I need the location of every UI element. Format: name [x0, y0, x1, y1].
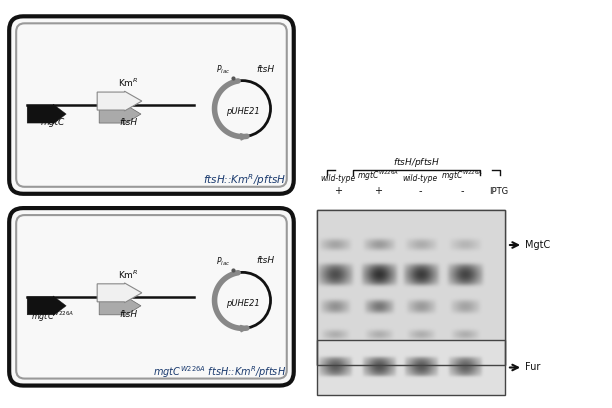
Text: Km$^R$: Km$^R$	[118, 77, 138, 89]
Text: mgtC: mgtC	[41, 118, 65, 127]
Text: +: +	[334, 186, 342, 196]
FancyBboxPatch shape	[9, 208, 294, 386]
FancyBboxPatch shape	[16, 215, 287, 379]
Text: ftsH: ftsH	[256, 256, 275, 265]
Text: P$_{lac}$: P$_{lac}$	[217, 255, 231, 268]
Text: P$_{lac}$: P$_{lac}$	[217, 63, 231, 76]
Text: ftsH: ftsH	[119, 310, 137, 319]
Text: -: -	[418, 186, 422, 196]
Text: IPTG: IPTG	[489, 187, 508, 196]
Text: -: -	[460, 186, 464, 196]
Text: wild-type: wild-type	[402, 174, 438, 183]
FancyArrow shape	[27, 104, 66, 124]
FancyBboxPatch shape	[317, 210, 505, 365]
Text: $ftsH$::Km$^R$/p$ftsH$: $ftsH$::Km$^R$/p$ftsH$	[203, 172, 286, 188]
Text: $ftsH$/p$ftsH$: $ftsH$/p$ftsH$	[393, 156, 440, 169]
Text: $mgtC^{W226A}$ $ftsH$::Km$^R$/p$ftsH$: $mgtC^{W226A}$ $ftsH$::Km$^R$/p$ftsH$	[152, 364, 286, 379]
FancyArrow shape	[97, 283, 142, 303]
Text: pUHE21: pUHE21	[226, 107, 259, 116]
Text: mgtC$^{W226A}$: mgtC$^{W226A}$	[31, 310, 75, 324]
Text: +: +	[374, 186, 382, 196]
Text: pUHE21: pUHE21	[226, 299, 259, 308]
FancyBboxPatch shape	[16, 23, 287, 187]
FancyArrow shape	[97, 91, 142, 111]
Text: wild-type: wild-type	[320, 174, 356, 183]
Text: ftsH: ftsH	[256, 64, 275, 73]
FancyArrow shape	[99, 296, 141, 316]
Text: MgtC: MgtC	[525, 240, 550, 250]
Text: Fur: Fur	[525, 362, 540, 373]
Text: $mgtC^{W226A}$: $mgtC^{W226A}$	[441, 169, 483, 183]
FancyBboxPatch shape	[9, 16, 294, 194]
Text: ftsH: ftsH	[119, 118, 137, 127]
Text: Km$^R$: Km$^R$	[118, 268, 138, 281]
Text: $mgtC^{W226A}$: $mgtC^{W226A}$	[357, 169, 399, 183]
FancyArrow shape	[99, 104, 141, 124]
FancyArrow shape	[27, 296, 66, 316]
